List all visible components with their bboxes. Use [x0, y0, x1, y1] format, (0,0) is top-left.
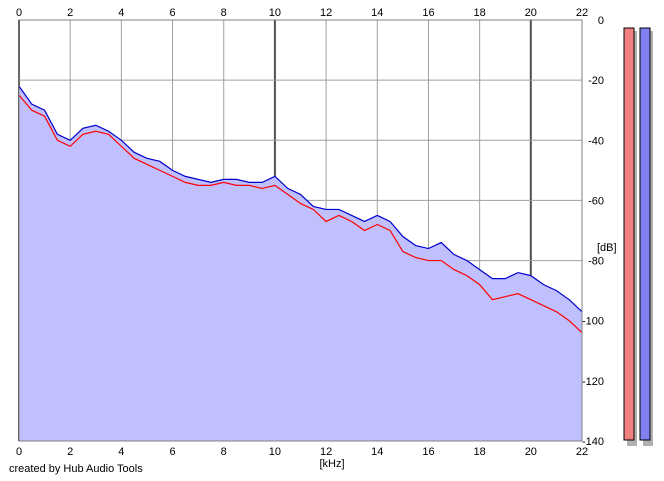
x-tick-label-top: 4	[118, 7, 124, 19]
x-tick-label-bottom: 6	[169, 446, 175, 458]
x-tick-label-top: 20	[525, 7, 537, 19]
x-tick-label-top: 8	[221, 7, 227, 19]
x-tick-label-bottom: 8	[221, 446, 227, 458]
x-axis-label: [kHz]	[319, 458, 344, 470]
y-tick-label: -60	[588, 195, 604, 207]
x-tick-label-top: 18	[474, 7, 486, 19]
y-tick-label: -140	[582, 436, 604, 448]
level-meter-bar-2	[639, 27, 651, 441]
x-tick-label-top: 2	[67, 7, 73, 19]
y-tick-label: -20	[588, 75, 604, 87]
x-tick-label-top: 6	[169, 7, 175, 19]
x-tick-label-bottom: 2	[67, 446, 73, 458]
y-tick-label: 0	[598, 15, 604, 27]
x-tick-label-top: 22	[576, 7, 588, 19]
x-tick-label-bottom: 0	[16, 446, 22, 458]
series-line-2	[19, 85, 582, 313]
x-tick-label-top: 16	[422, 7, 434, 19]
x-tick-label-top: 0	[16, 7, 22, 19]
x-tick-label-top: 12	[320, 7, 332, 19]
credit-text: created by Hub Audio Tools	[9, 463, 143, 475]
spectrum-fill-area	[19, 86, 582, 441]
y-axis-label: [dB]	[597, 242, 617, 254]
y-tick-label: -40	[588, 135, 604, 147]
x-tick-label-top: 14	[371, 7, 383, 19]
x-tick-label-bottom: 4	[118, 446, 124, 458]
x-tick-label-bottom: 18	[474, 446, 486, 458]
x-tick-label-bottom: 16	[422, 446, 434, 458]
x-tick-label-bottom: 14	[371, 446, 383, 458]
x-tick-label-bottom: 12	[320, 446, 332, 458]
level-meters	[623, 27, 653, 446]
x-tick-label-top: 10	[269, 7, 281, 19]
x-tick-label-bottom: 22	[576, 446, 588, 458]
x-tick-label-bottom: 20	[525, 446, 537, 458]
level-meter-bar-1	[623, 27, 635, 441]
y-tick-label: -80	[588, 256, 604, 268]
x-tick-label-bottom: 10	[269, 446, 281, 458]
y-tick-label: -100	[582, 316, 604, 328]
y-tick-label: -120	[582, 376, 604, 388]
plot-frame	[18, 19, 583, 442]
series-line-1	[19, 94, 582, 334]
